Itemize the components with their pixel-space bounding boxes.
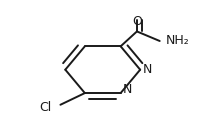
Text: NH₂: NH₂ — [165, 34, 189, 47]
Text: N: N — [123, 83, 133, 96]
Text: O: O — [132, 15, 142, 29]
Text: N: N — [143, 63, 152, 76]
Text: Cl: Cl — [39, 101, 51, 114]
